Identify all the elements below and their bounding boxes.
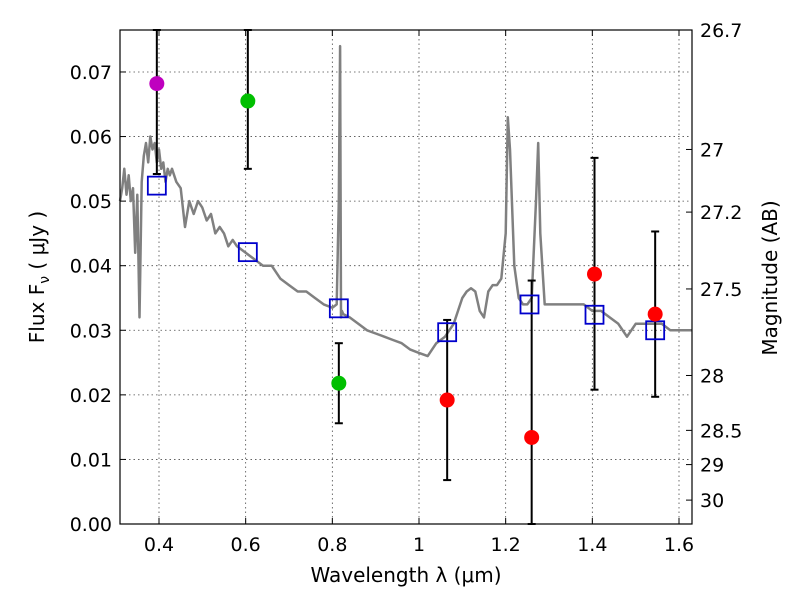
y-axis-label-unit: ( μJy ) <box>25 211 49 276</box>
y-tick-labels: 0.00 0.01 0.02 0.03 0.04 0.05 0.06 0.07 <box>70 62 112 536</box>
model-point <box>519 294 540 315</box>
model-point <box>328 298 349 319</box>
x-tick-label: 1.6 <box>664 534 694 556</box>
y-tick-label: 0.05 <box>70 191 112 213</box>
y-tick-label: 0.02 <box>70 385 112 407</box>
y-axis-label-main: Flux F <box>25 284 49 343</box>
observed-point <box>240 93 256 109</box>
y-tick-label: 0.01 <box>70 449 112 471</box>
x-tick-label: 1 <box>413 534 425 556</box>
x-tick-labels: 0.4 0.6 0.8 1 1.2 1.4 1.6 <box>144 534 694 556</box>
observed-points-layer <box>149 76 663 445</box>
spectrum-layer <box>118 44 692 358</box>
grid-layer <box>120 30 692 524</box>
x-tick-label: 0.8 <box>317 534 347 556</box>
model-points-layer <box>146 175 666 343</box>
y2-tick-label: 29 <box>700 455 724 477</box>
y2-tick-label: 30 <box>700 490 724 512</box>
x-tick-label: 0.4 <box>144 534 174 556</box>
y-tick-label: 0.03 <box>70 320 112 342</box>
plot-frame <box>119 29 693 525</box>
x-tick-label: 0.6 <box>231 534 261 556</box>
y2-tick-label: 27.5 <box>700 279 742 301</box>
y-tick-label: 0.07 <box>70 62 112 84</box>
model-point <box>237 242 258 263</box>
x-tick-label: 1.2 <box>491 534 521 556</box>
observed-point <box>647 306 663 322</box>
y-tick-label: 0.04 <box>70 256 112 278</box>
model-point <box>146 175 167 196</box>
spectrum-line <box>118 44 692 358</box>
observed-point <box>149 76 165 92</box>
y-axis-label: Flux Fν ( μJy ) <box>25 211 53 343</box>
observed-point <box>524 429 540 445</box>
y-axis-label-sub: ν <box>37 276 53 284</box>
x-tick-label: 1.4 <box>577 534 607 556</box>
y2-tick-label: 27 <box>700 139 724 161</box>
errorbar-layer <box>152 29 660 525</box>
x-axis-label: Wavelength λ (μm) <box>310 563 501 587</box>
y2-tick-label: 28.5 <box>700 420 742 442</box>
y2-tick-label: 26.7 <box>700 20 742 42</box>
model-point <box>584 304 605 325</box>
ticks-layer <box>120 29 692 525</box>
y-tick-label: 0.00 <box>70 514 112 536</box>
model-point <box>437 322 458 343</box>
observed-point <box>587 266 602 282</box>
observed-point <box>439 392 455 408</box>
y2-tick-label: 28 <box>700 365 724 387</box>
y2-axis-label: Magnitude (AB) <box>758 200 782 355</box>
y2-tick-label: 27.2 <box>700 202 742 224</box>
y2-tick-labels: 26.7 27 27.2 27.5 28 28.5 29 30 <box>700 20 742 512</box>
y-tick-label: 0.06 <box>70 127 112 149</box>
observed-point <box>331 375 347 391</box>
